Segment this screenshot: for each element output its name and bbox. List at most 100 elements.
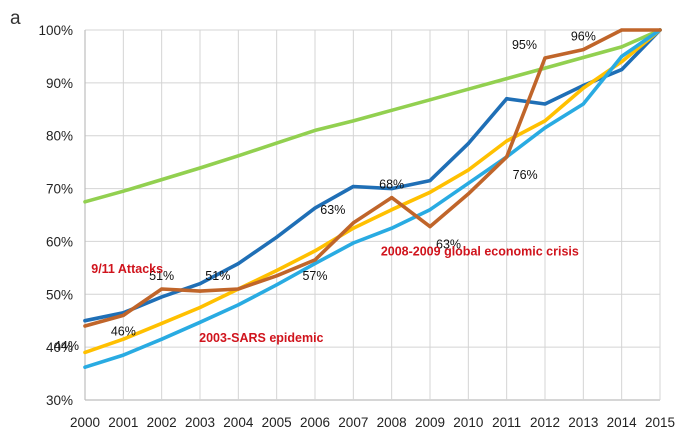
data-point-brown [198, 290, 201, 293]
data-point-brown [620, 28, 623, 31]
data-point-dark-blue [237, 262, 240, 265]
data-point-light-blue [122, 353, 125, 356]
x-tick-label: 2003 [185, 415, 215, 430]
data-point-green [237, 154, 240, 157]
x-tick-label: 2012 [530, 415, 560, 430]
data-point-green [582, 56, 585, 59]
data-point-green [467, 88, 470, 91]
data-point-yellow [275, 269, 278, 272]
event-annotation: 2003-SARS epidemic [199, 331, 323, 345]
data-point-light-blue [620, 55, 623, 58]
data-point-brown [122, 314, 125, 317]
x-tick-label: 2005 [262, 415, 292, 430]
data-point-brown [658, 28, 661, 31]
event-annotation: 2008-2009 global economic crisis [381, 245, 579, 259]
data-point-brown [160, 287, 163, 290]
data-point-green [198, 166, 201, 169]
data-point-dark-blue [467, 142, 470, 145]
data-label: 46% [111, 324, 136, 338]
data-point-green [428, 98, 431, 101]
data-point-yellow [83, 351, 86, 354]
data-point-yellow [313, 249, 316, 252]
data-point-yellow [467, 168, 470, 171]
data-point-dark-blue [313, 207, 316, 210]
series-line-green [85, 30, 660, 202]
data-point-light-blue [198, 321, 201, 324]
x-tick-label: 2009 [415, 415, 445, 430]
data-point-green [620, 45, 623, 48]
data-point-brown [543, 56, 546, 59]
x-tick-label: 2002 [147, 415, 177, 430]
data-point-yellow [352, 227, 355, 230]
data-point-green [122, 190, 125, 193]
x-tick-label: 2007 [338, 415, 368, 430]
panel-label: a [10, 8, 21, 29]
line-chart: a 30%40%50%60%70%80%90%100%2000 2001 2002 2… [0, 0, 694, 436]
series-lines [83, 28, 661, 368]
data-label: 44% [54, 339, 79, 353]
data-point-yellow [582, 87, 585, 90]
x-tick-label: 2006 [300, 415, 330, 430]
data-point-brown [313, 258, 316, 261]
y-tick-label: 60% [46, 234, 73, 249]
data-point-yellow [390, 208, 393, 211]
data-point-light-blue [428, 208, 431, 211]
data-point-dark-blue [198, 282, 201, 285]
data-point-light-blue [313, 262, 316, 265]
data-point-green [275, 142, 278, 145]
y-tick-label: 80% [46, 129, 73, 144]
grid [85, 30, 660, 400]
y-tick-label: 50% [46, 287, 73, 302]
x-tick-label: 2011 [492, 415, 521, 430]
y-tick-label: 90% [46, 76, 73, 91]
x-tick-label: 2000 [70, 415, 100, 430]
data-point-green [352, 119, 355, 122]
data-point-light-blue [83, 366, 86, 369]
data-point-green [83, 200, 86, 203]
data-point-dark-blue [83, 319, 86, 322]
data-point-yellow [543, 119, 546, 122]
data-label: 63% [320, 203, 345, 217]
data-point-green [390, 109, 393, 112]
y-tick-label: 70% [46, 182, 73, 197]
y-tick-label: 30% [46, 393, 73, 408]
data-point-light-blue [543, 126, 546, 129]
data-point-green [313, 129, 316, 132]
data-point-light-blue [275, 283, 278, 286]
data-label: 76% [513, 168, 538, 182]
x-tick-label: 2010 [453, 415, 483, 430]
data-point-green [505, 77, 508, 80]
data-point-dark-blue [620, 68, 623, 71]
data-point-green [543, 66, 546, 69]
data-point-dark-blue [275, 236, 278, 239]
event-annotation: 9/11 Attacks [91, 262, 163, 276]
data-point-light-blue [352, 241, 355, 244]
data-point-yellow [505, 139, 508, 142]
data-point-yellow [198, 306, 201, 309]
x-tick-label: 2001 [108, 415, 138, 430]
data-point-dark-blue [160, 295, 163, 298]
data-point-brown [390, 196, 393, 199]
x-tick-label: 2013 [568, 415, 598, 430]
data-point-brown [582, 48, 585, 51]
data-point-brown [467, 192, 470, 195]
y-tick-label: 100% [38, 23, 73, 38]
series-line-yellow [85, 30, 660, 352]
data-label: 68% [379, 178, 404, 192]
x-tick-label: 2008 [377, 415, 407, 430]
data-point-dark-blue [428, 179, 431, 182]
data-point-dark-blue [543, 102, 546, 105]
data-point-brown [352, 221, 355, 224]
x-tick-label: 2004 [223, 415, 254, 430]
data-point-light-blue [160, 338, 163, 341]
data-point-dark-blue [505, 97, 508, 100]
data-point-yellow [428, 191, 431, 194]
data-point-dark-blue [352, 185, 355, 188]
data-point-brown [237, 287, 240, 290]
data-point-yellow [160, 322, 163, 325]
data-label: 51% [205, 269, 230, 283]
data-label: 95% [512, 38, 537, 52]
data-point-light-blue [237, 303, 240, 306]
data-label: 57% [302, 269, 327, 283]
data-point-brown [275, 274, 278, 277]
